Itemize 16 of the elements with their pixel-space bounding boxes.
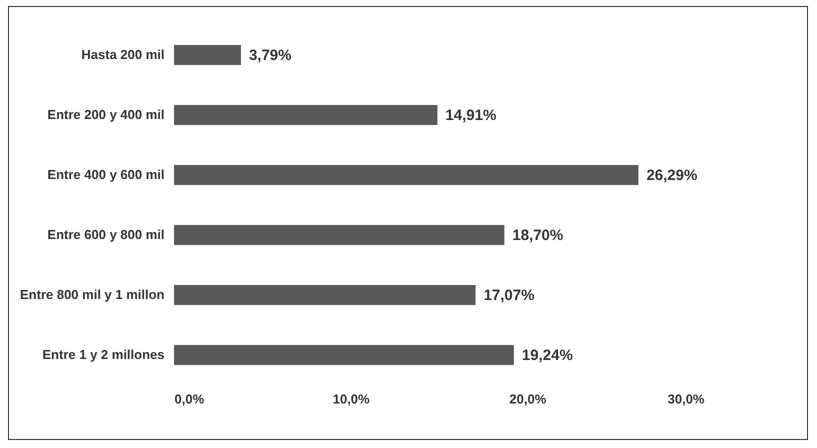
data-label: 17,07% xyxy=(484,287,534,304)
y-tick-label: Entre 1 y 2 millones xyxy=(42,347,164,362)
x-tick-label: 20,0% xyxy=(509,392,547,406)
data-label: 26,29% xyxy=(646,167,698,184)
data-label: 3,79% xyxy=(248,47,292,64)
x-tick-label: 30,0% xyxy=(668,392,705,406)
y-tick-label: Hasta 200 mil xyxy=(81,47,164,62)
x-tick-label: 0,0% xyxy=(174,392,205,406)
data-label: 18,70% xyxy=(512,227,564,244)
x-tick-label: 10,0% xyxy=(332,392,370,406)
y-tick-label: Entre 200 y 400 mil xyxy=(47,107,164,122)
data-label: 19,24% xyxy=(522,347,573,364)
data-label: 14,91% xyxy=(445,107,496,124)
y-tick-label: Entre 400 y 600 mil xyxy=(47,167,164,182)
y-tick-label: Entre 600 y 800 mil xyxy=(47,227,164,242)
y-tick-label: Entre 800 mil y 1 millon xyxy=(20,287,165,302)
